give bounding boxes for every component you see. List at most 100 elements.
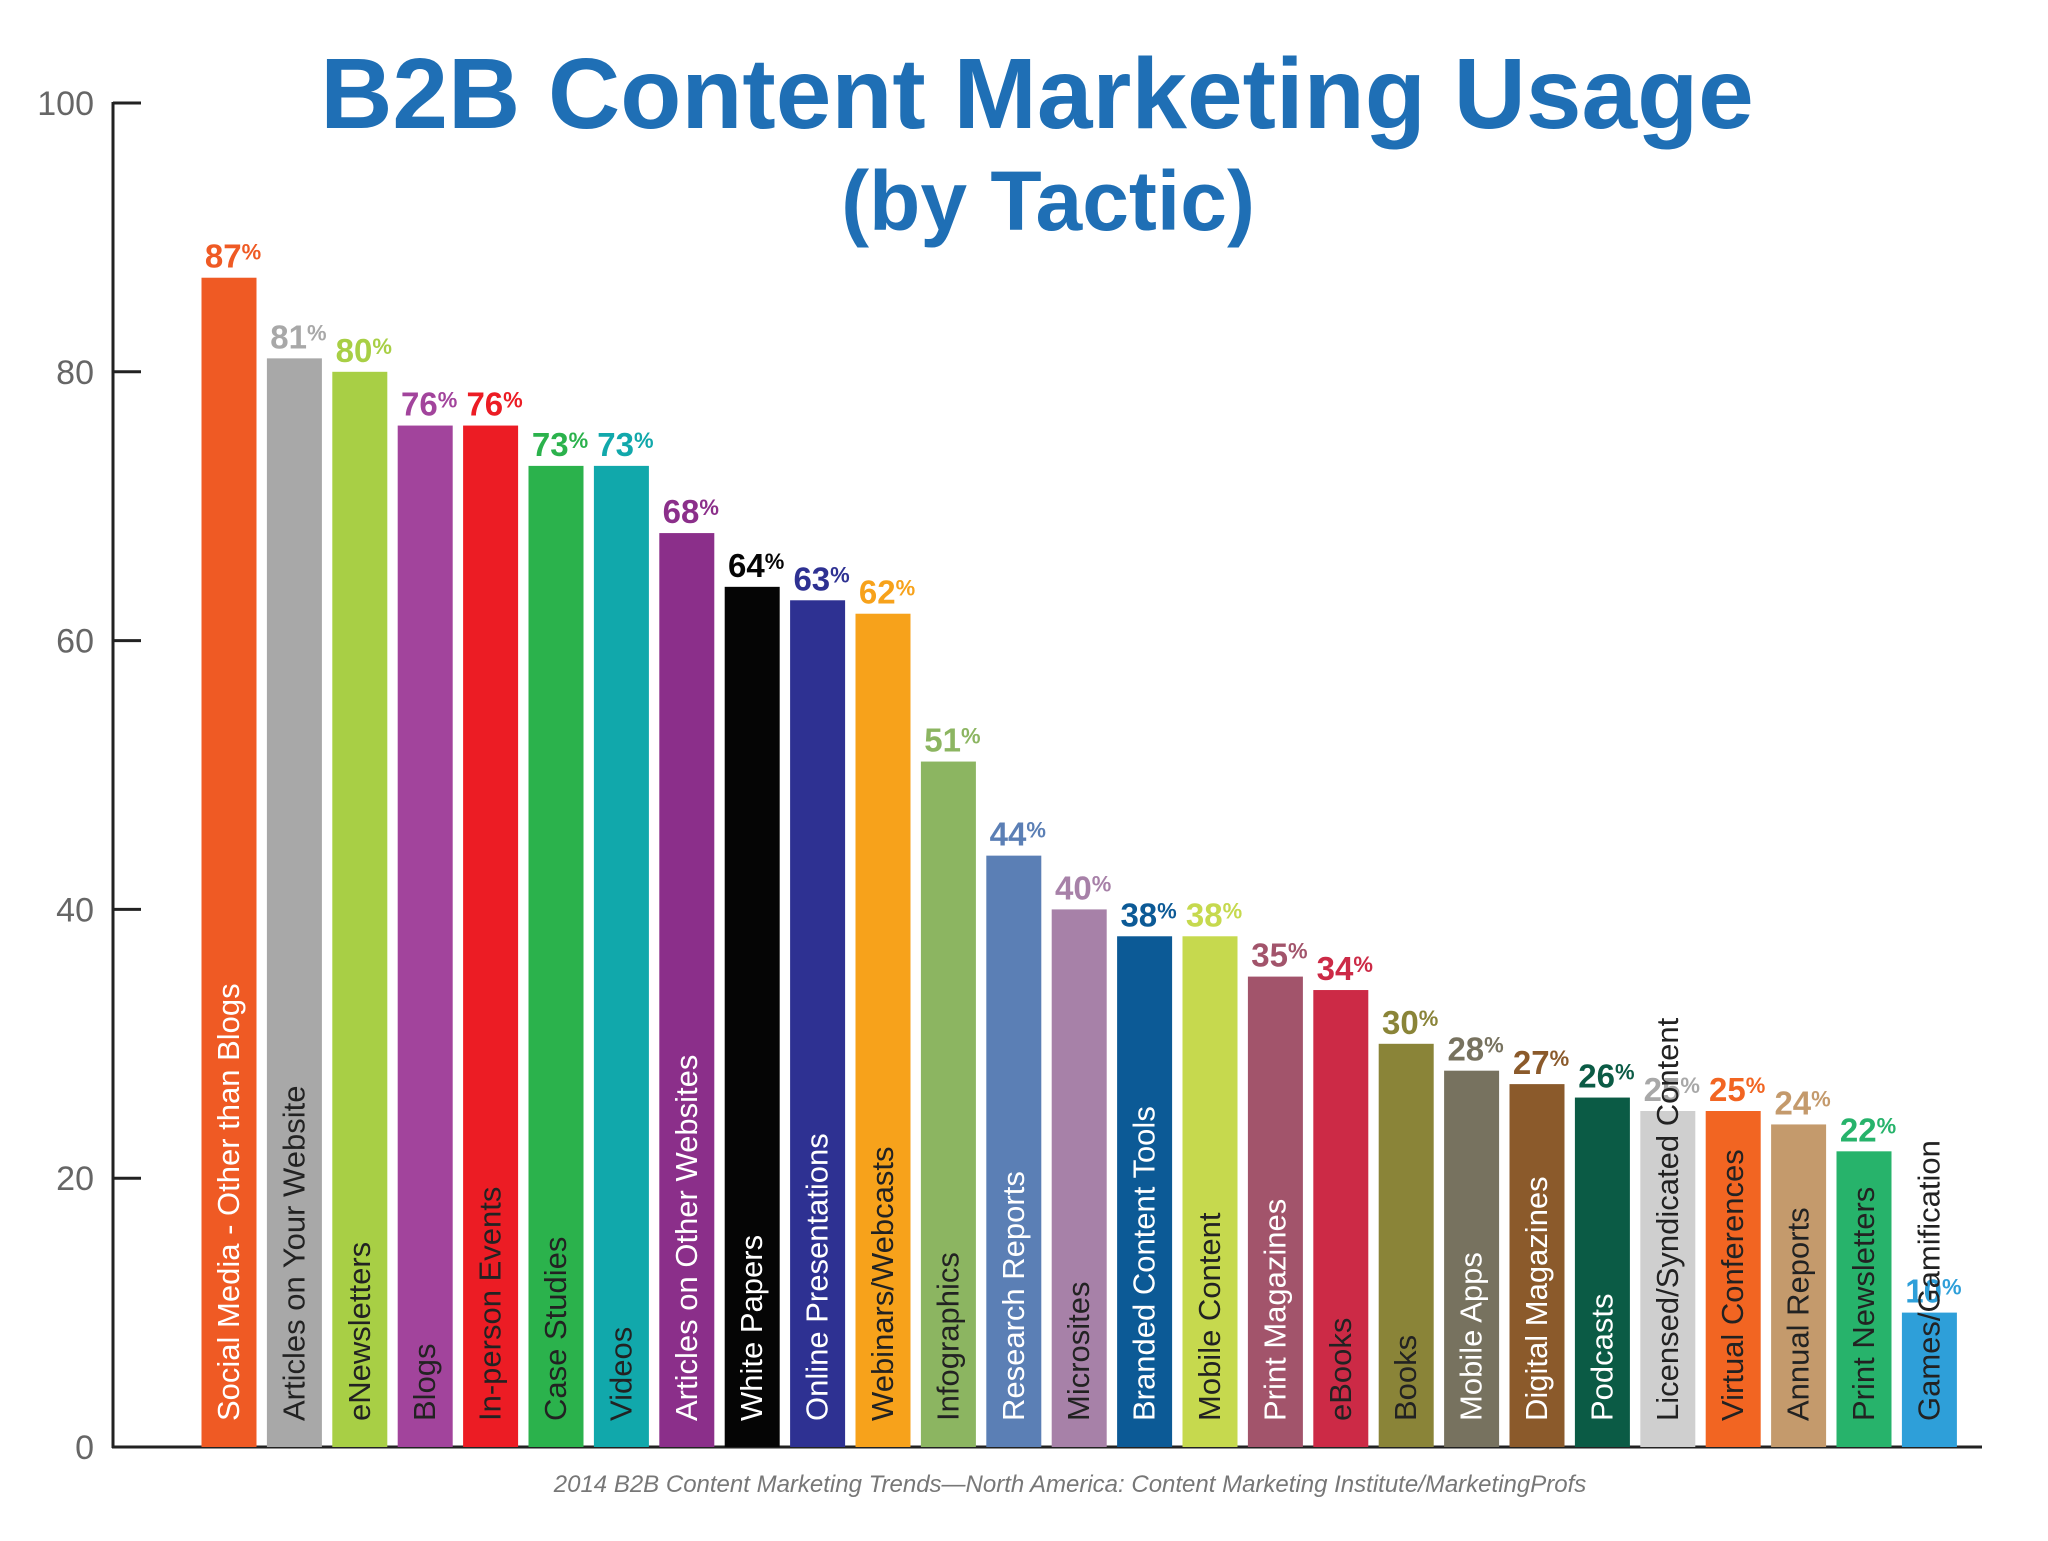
bar-value-label: 38% [1120, 896, 1176, 933]
bar-category-label: Licensed/Syndicated Content [1650, 1017, 1685, 1421]
bar-value-label: 25% [1644, 1071, 1700, 1108]
bar [1051, 909, 1107, 1447]
bar [1117, 936, 1173, 1447]
bar [593, 465, 649, 1447]
bar-value-label: 27% [1513, 1044, 1569, 1081]
bar-value-number: 24 [1774, 1084, 1811, 1121]
bar-value-label: 34% [1317, 950, 1373, 987]
chart-subtitle: (by Tactic) [841, 154, 1255, 248]
bar-value-label: 76% [466, 386, 522, 423]
bars-group [201, 277, 1957, 1448]
bar [1444, 1070, 1500, 1447]
bar [1836, 1151, 1892, 1447]
bar [724, 586, 780, 1447]
bar-value-label: 22% [1840, 1111, 1896, 1148]
bar-value-suffix: % [438, 388, 458, 413]
bar-value-number: 63 [793, 560, 830, 597]
bar-value-label: 25% [1709, 1071, 1765, 1108]
bar [1378, 1043, 1434, 1447]
y-tick-label: 40 [56, 891, 94, 929]
bar-value-label: 28% [1447, 1031, 1503, 1068]
bar-value-label: 76% [401, 386, 457, 423]
bar-value-number: 40 [1055, 869, 1092, 906]
bar-category-label: Podcasts [1584, 1293, 1619, 1421]
bar-value-label: 81% [270, 318, 326, 355]
bar-value-label: 80% [336, 332, 392, 369]
bar-category-label: Mobile Apps [1454, 1252, 1489, 1421]
bar-value-suffix: % [699, 495, 719, 520]
bar-category-label: Mobile Content [1192, 1212, 1227, 1421]
bar-value-number: 35 [1251, 937, 1288, 974]
bar-value-suffix: % [1157, 898, 1177, 923]
bar-value-label: 64% [728, 547, 784, 584]
bar-value-number: 80 [336, 332, 373, 369]
bar [463, 425, 519, 1447]
bar-value-number: 81 [270, 318, 307, 355]
bar-value-number: 38 [1186, 896, 1223, 933]
bar-category-label: Blogs [407, 1343, 442, 1421]
bar-value-label: 73% [532, 426, 588, 463]
bar-value-suffix: % [1811, 1086, 1831, 1111]
bar-value-label: 26% [1578, 1058, 1634, 1095]
bar-category-label: Digital Magazines [1519, 1176, 1554, 1421]
bar [659, 533, 715, 1447]
bar-value-suffix: % [1877, 1113, 1897, 1138]
bar [1182, 936, 1238, 1447]
bar-value-suffix: % [1680, 1073, 1700, 1098]
bar-value-label: 87% [205, 238, 261, 275]
bar-value-label: 30% [1382, 1004, 1438, 1041]
bar-value-number: 64 [728, 547, 765, 584]
bar [332, 371, 388, 1447]
bar [1901, 1312, 1957, 1447]
bar [201, 277, 257, 1448]
bar-value-number: 68 [663, 493, 700, 530]
bar-category-label: eNewsletters [342, 1242, 377, 1421]
bar [1574, 1097, 1630, 1447]
bar-category-label: Books [1388, 1335, 1423, 1421]
bar-value-number: 26 [1578, 1058, 1615, 1095]
bar-value-suffix: % [830, 562, 850, 587]
bar-value-suffix: % [961, 724, 981, 749]
bar-category-label: White Papers [734, 1235, 769, 1421]
bar-value-suffix: % [307, 320, 327, 345]
bar-value-suffix: % [569, 428, 589, 453]
bar-value-label: 38% [1186, 896, 1242, 933]
bar-value-label: 35% [1251, 937, 1307, 974]
bar-value-label: 68% [663, 493, 719, 530]
bar-category-label: Online Presentations [800, 1133, 835, 1421]
bar-value-suffix: % [896, 576, 916, 601]
bar [1509, 1084, 1565, 1447]
bar-value-label: 63% [793, 560, 849, 597]
bar-value-suffix: % [1550, 1046, 1570, 1071]
bar-value-label: 10% [1905, 1273, 1961, 1310]
bar-value-suffix: % [1419, 1006, 1439, 1031]
bar [528, 465, 584, 1447]
bar-value-suffix: % [372, 334, 392, 359]
bar-value-number: 34 [1317, 950, 1354, 987]
bar-value-suffix: % [1484, 1033, 1504, 1058]
bar-category-label: Case Studies [538, 1237, 573, 1421]
bar-value-suffix: % [1026, 818, 1046, 843]
bar [266, 358, 322, 1447]
bar-value-suffix: % [1353, 952, 1373, 977]
bar-value-suffix: % [1092, 871, 1112, 896]
bar-category-label: Infographics [930, 1252, 965, 1421]
bar [855, 613, 911, 1447]
bar-value-label: 44% [990, 816, 1046, 853]
bar-value-number: 51 [924, 722, 961, 759]
y-tick-label: 80 [56, 354, 94, 392]
bar-value-suffix: % [1615, 1060, 1635, 1085]
bar-category-label: Webinars/Webcasts [865, 1146, 900, 1421]
bar-value-suffix: % [1942, 1275, 1962, 1300]
bar-category-label: In-person Events [473, 1187, 508, 1421]
bar-value-number: 62 [859, 574, 896, 611]
bar-category-label: Videos [603, 1327, 638, 1421]
bar-value-number: 28 [1447, 1031, 1484, 1068]
bar-value-label: 62% [859, 574, 915, 611]
bar-value-number: 30 [1382, 1004, 1419, 1041]
y-tick-label: 0 [75, 1429, 94, 1467]
bar [1247, 976, 1303, 1447]
bar-category-label: Games/Gamification [1911, 1140, 1946, 1421]
bar-category-label: Articles on Other Websites [669, 1055, 704, 1421]
